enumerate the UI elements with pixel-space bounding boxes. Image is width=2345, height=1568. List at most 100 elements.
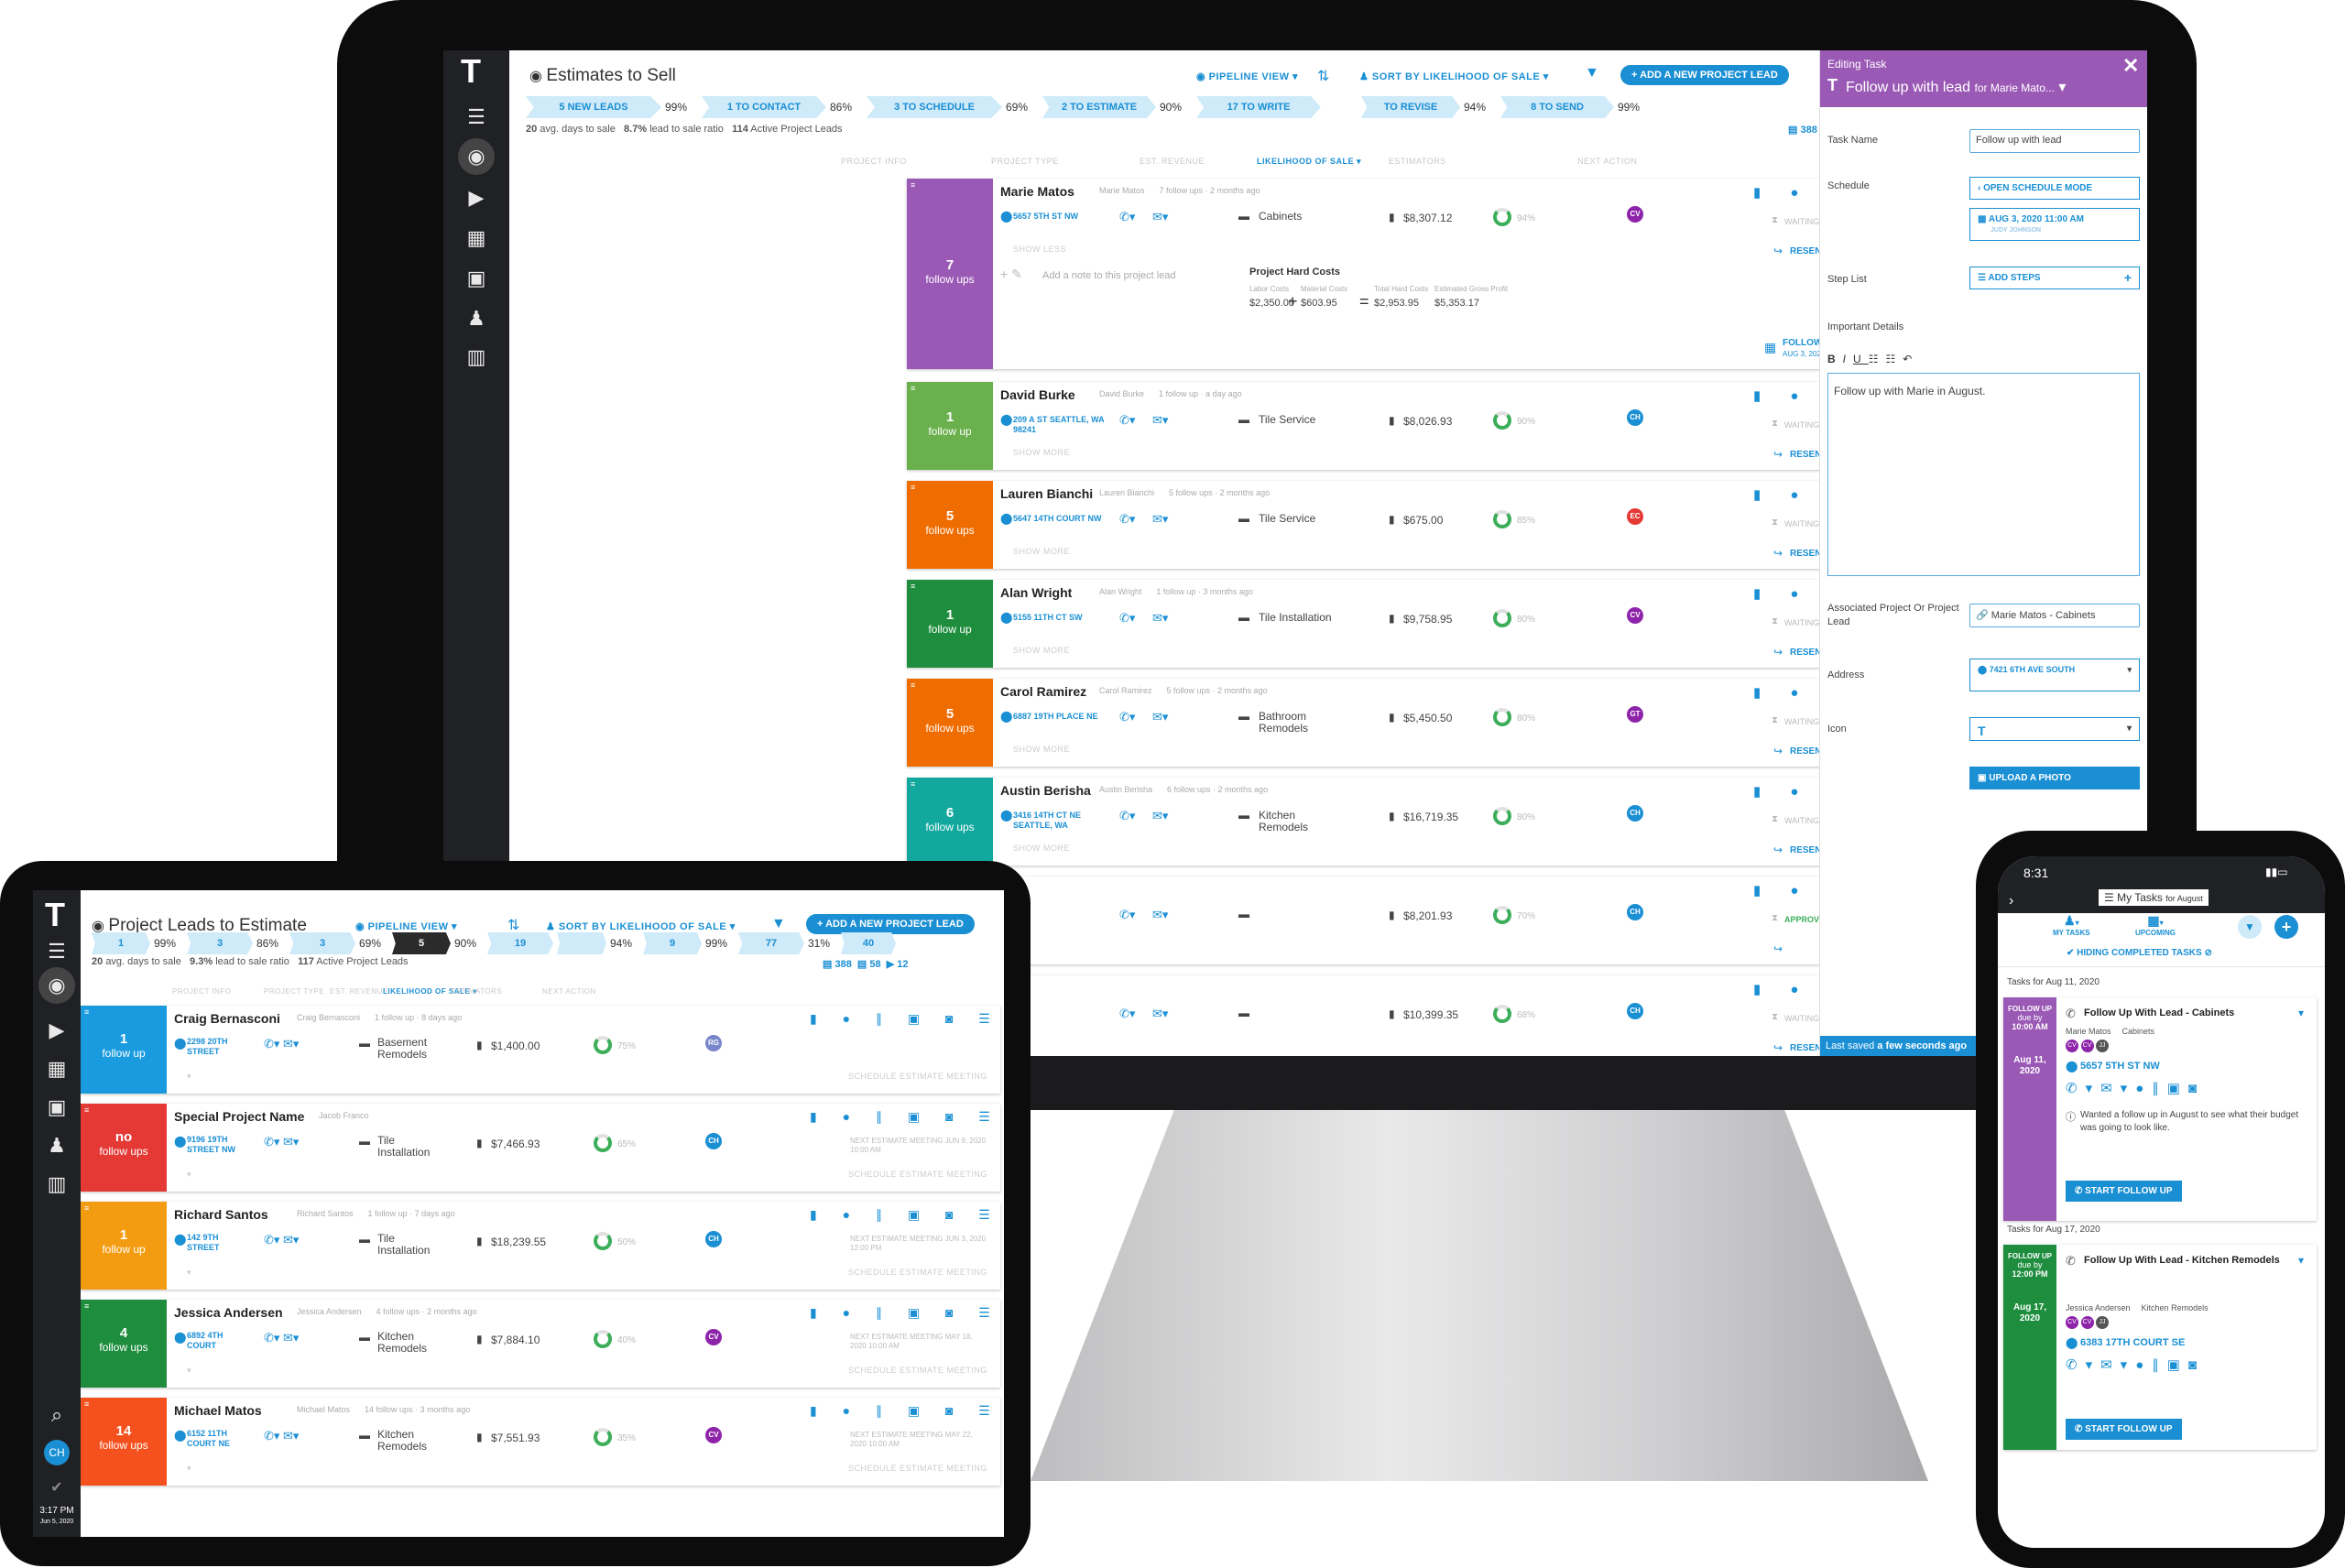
add-note-field[interactable]: Add a note to this project lead	[1042, 270, 1176, 281]
task-title[interactable]: Follow Up With Lead - Cabinets	[2084, 1007, 2235, 1018]
email-icon[interactable]: ✉▾	[1152, 1007, 1169, 1020]
show-more-toggle[interactable]: SHOW MORE	[1013, 448, 1070, 457]
drag-handle-icon[interactable]: ≡	[84, 1203, 90, 1213]
tablet-pipeline-stage-2[interactable]: 3	[289, 932, 355, 954]
tablet-estimator-avatar[interactable]: CH	[705, 1133, 722, 1149]
hiding-completed-toggle[interactable]: ✔ HIDING COMPLETED TASKS ⊘	[2067, 948, 2212, 958]
task-address[interactable]: 6383 17TH COURT SE	[2080, 1337, 2186, 1348]
tablet-schedule-meeting-button[interactable]: SCHEDULE ESTIMATE MEETING	[848, 1268, 987, 1277]
close-icon[interactable]: ✕	[2122, 54, 2140, 77]
tablet-estimator-avatar[interactable]: RG	[705, 1035, 722, 1051]
schedule-date-field[interactable]: ▦ AUG 3, 2020 11:00 AM JUDY JOHNSON	[1969, 208, 2140, 241]
tablet-lead-name[interactable]: Jessica Andersen	[174, 1305, 283, 1320]
phone-icon[interactable]: ✆▾ ✉▾	[264, 1429, 300, 1443]
menu-chevron-icon[interactable]: ›	[2009, 893, 2014, 909]
email-icon[interactable]: ✉▾	[1152, 908, 1169, 921]
phone-icon[interactable]: ✆▾	[1119, 512, 1136, 526]
estimates-icon[interactable]: ◉	[458, 138, 495, 175]
tablet-show-more-toggle[interactable]: ▾	[187, 1170, 192, 1179]
phone-icon[interactable]: ✆▾	[1119, 611, 1136, 625]
tablet-followup-badge[interactable]: 1 follow up ≡	[81, 1202, 167, 1290]
undo-icon[interactable]: ↶	[1903, 353, 1920, 365]
projects-folder-icon[interactable]: ▶	[49, 1018, 65, 1041]
add-steps-button[interactable]: ☰ ADD STEPS +	[1969, 267, 2140, 289]
tablet-lead-address[interactable]: 142 9TH STREET	[187, 1233, 220, 1252]
task-card[interactable]: FOLLOW UP due by 12:00 PM Aug 17, 2020 ✆ Foll…	[2003, 1245, 2317, 1450]
important-details-textarea[interactable]: Follow up with Marie in August.	[1827, 373, 2140, 576]
italic-icon[interactable]: I	[1842, 353, 1854, 365]
underline-icon[interactable]: U	[1853, 353, 1869, 365]
tablet-show-more-toggle[interactable]: ▾	[187, 1072, 192, 1081]
tablet-schedule-meeting-button[interactable]: SCHEDULE ESTIMATE MEETING	[848, 1366, 987, 1375]
tablet-pipeline-stage-1[interactable]: 3	[187, 932, 253, 954]
sort-dropdown[interactable]: ♟ SORT BY LIKELIHOOD OF SALE ▾	[1359, 71, 1549, 82]
tablet-estimator-avatar[interactable]: CH	[705, 1231, 722, 1247]
estimator-avatar[interactable]: CV	[1627, 607, 1643, 624]
pipeline-stage-0[interactable]: 5 NEW LEADS	[526, 96, 661, 118]
lead-name[interactable]: Lauren Bianchi	[1000, 486, 1094, 501]
followup-badge[interactable]: 7 follow ups ≡	[907, 179, 993, 369]
pipeline-view-dropdown[interactable]: ◉ PIPELINE VIEW ▾	[1196, 71, 1299, 82]
lead-address[interactable]: 209 A ST SEATTLE, WA 98241	[1013, 415, 1105, 434]
drag-handle-icon[interactable]: ≡	[911, 180, 916, 190]
start-follow-up-button[interactable]: ✆ START FOLLOW UP	[2066, 1181, 2182, 1202]
estimator-avatar[interactable]: GT	[1627, 706, 1643, 723]
estimates-icon[interactable]: ◉	[38, 967, 75, 1004]
tablet-pipeline-stage-4[interactable]: 19	[487, 932, 553, 954]
projects-folder-icon[interactable]: ▶	[468, 186, 485, 209]
tablet-show-more-toggle[interactable]: ▾	[187, 1464, 192, 1473]
drag-handle-icon[interactable]: ≡	[84, 1399, 90, 1409]
column-header-3[interactable]: LIKELIHOOD OF SALE ▾	[1257, 157, 1362, 166]
task-chevron-down-icon[interactable]: ▾	[2298, 1254, 2305, 1267]
tablet-lead-name[interactable]: Richard Santos	[174, 1207, 268, 1222]
bullet-list-icon[interactable]: ☷	[1868, 353, 1886, 365]
lead-name[interactable]: Carol Ramirez	[1000, 684, 1087, 699]
tablet-lead-address[interactable]: 9196 19TH STREET NW	[187, 1135, 235, 1154]
tablet-lead-name[interactable]: Craig Bernasconi	[174, 1011, 280, 1026]
phone-icon[interactable]: ✆▾ ✉▾	[264, 1331, 300, 1345]
task-address[interactable]: 5657 5TH ST NW	[2080, 1061, 2160, 1072]
tasks-icon[interactable]: ☰	[467, 105, 485, 128]
show-more-toggle[interactable]: SHOW MORE	[1013, 646, 1070, 655]
show-more-toggle[interactable]: SHOW LESS	[1013, 245, 1067, 254]
phone-icon[interactable]: ✆▾ ✉▾	[264, 1037, 300, 1051]
task-title[interactable]: Follow Up With Lead - Kitchen Remodels	[2084, 1255, 2280, 1266]
tablet-lead-action-icons[interactable]: ▮ ● ∥ ▣ ◙ ☰ ▾	[810, 1403, 1000, 1418]
my-tasks-filter[interactable]: ♟▾ MY TASKS	[2053, 913, 2090, 937]
tablet-column-header-3[interactable]: LIKELIHOOD OF SALE ▾	[383, 987, 477, 996]
lead-address[interactable]: 3416 14TH CT NE SEATTLE, WA	[1013, 811, 1082, 830]
phone-icon[interactable]: ✆▾	[1119, 210, 1136, 223]
show-more-toggle[interactable]: SHOW MORE	[1013, 844, 1070, 853]
pipeline-stage-4[interactable]: 17 TO WRITE	[1196, 96, 1321, 118]
tablet-pipeline-view-dropdown[interactable]: ◉ PIPELINE VIEW ▾	[355, 921, 458, 932]
filter-icon[interactable]: ▼	[771, 916, 786, 931]
icon-dropdown[interactable]: T ▾	[1969, 717, 2140, 741]
tablet-estimator-avatar[interactable]: CV	[705, 1427, 722, 1443]
drag-handle-icon[interactable]: ≡	[911, 779, 916, 789]
number-list-icon[interactable]: ☷	[1885, 353, 1903, 365]
phone-icon[interactable]: ✆▾	[1119, 809, 1136, 822]
lead-address[interactable]: 5657 5TH ST NW	[1013, 212, 1079, 221]
tablet-followup-badge[interactable]: 14 follow ups ≡	[81, 1398, 167, 1486]
tablet-lead-address[interactable]: 2298 20TH STREET	[187, 1037, 228, 1056]
phone-icon[interactable]: ✆▾	[1119, 413, 1136, 427]
phone-icon[interactable]: ✆▾	[1119, 1007, 1136, 1020]
drag-handle-icon[interactable]: ≡	[84, 1105, 90, 1115]
task-action-icons[interactable]: ✆▾✉▾●∥▣◙	[2066, 1357, 2205, 1373]
reports-icon[interactable]: ▥	[47, 1172, 67, 1195]
task-card[interactable]: FOLLOW UP due by 10:00 AM Aug 11, 2020 ✆ Foll…	[2003, 997, 2317, 1221]
followup-badge[interactable]: 5 follow ups ≡	[907, 481, 993, 569]
rich-text-toolbar[interactable]: BIU☷☷↶	[1827, 353, 1919, 365]
tablet-pipeline-stage-3[interactable]: 5	[392, 932, 451, 954]
tablet-followup-badge[interactable]: 4 follow ups ≡	[81, 1300, 167, 1388]
user-avatar[interactable]: CH	[44, 1440, 70, 1465]
tablet-pipeline-stage-6[interactable]: 9	[643, 932, 702, 954]
photos-icon[interactable]: ▣	[47, 1095, 67, 1118]
lead-address[interactable]: 5647 14TH COURT NW	[1013, 514, 1102, 523]
lead-name[interactable]: David Burke	[1000, 387, 1075, 402]
sort-order-icon[interactable]: ⇅	[1317, 69, 1330, 84]
tablet-lead-action-icons[interactable]: ▮ ● ∥ ▣ ◙ ☰ ▾	[810, 1305, 1000, 1320]
tablet-lead-address[interactable]: 6152 11TH COURT NE	[187, 1429, 230, 1448]
drag-handle-icon[interactable]: ≡	[911, 384, 916, 393]
pipeline-stage-6[interactable]: 8 TO SEND	[1500, 96, 1614, 118]
